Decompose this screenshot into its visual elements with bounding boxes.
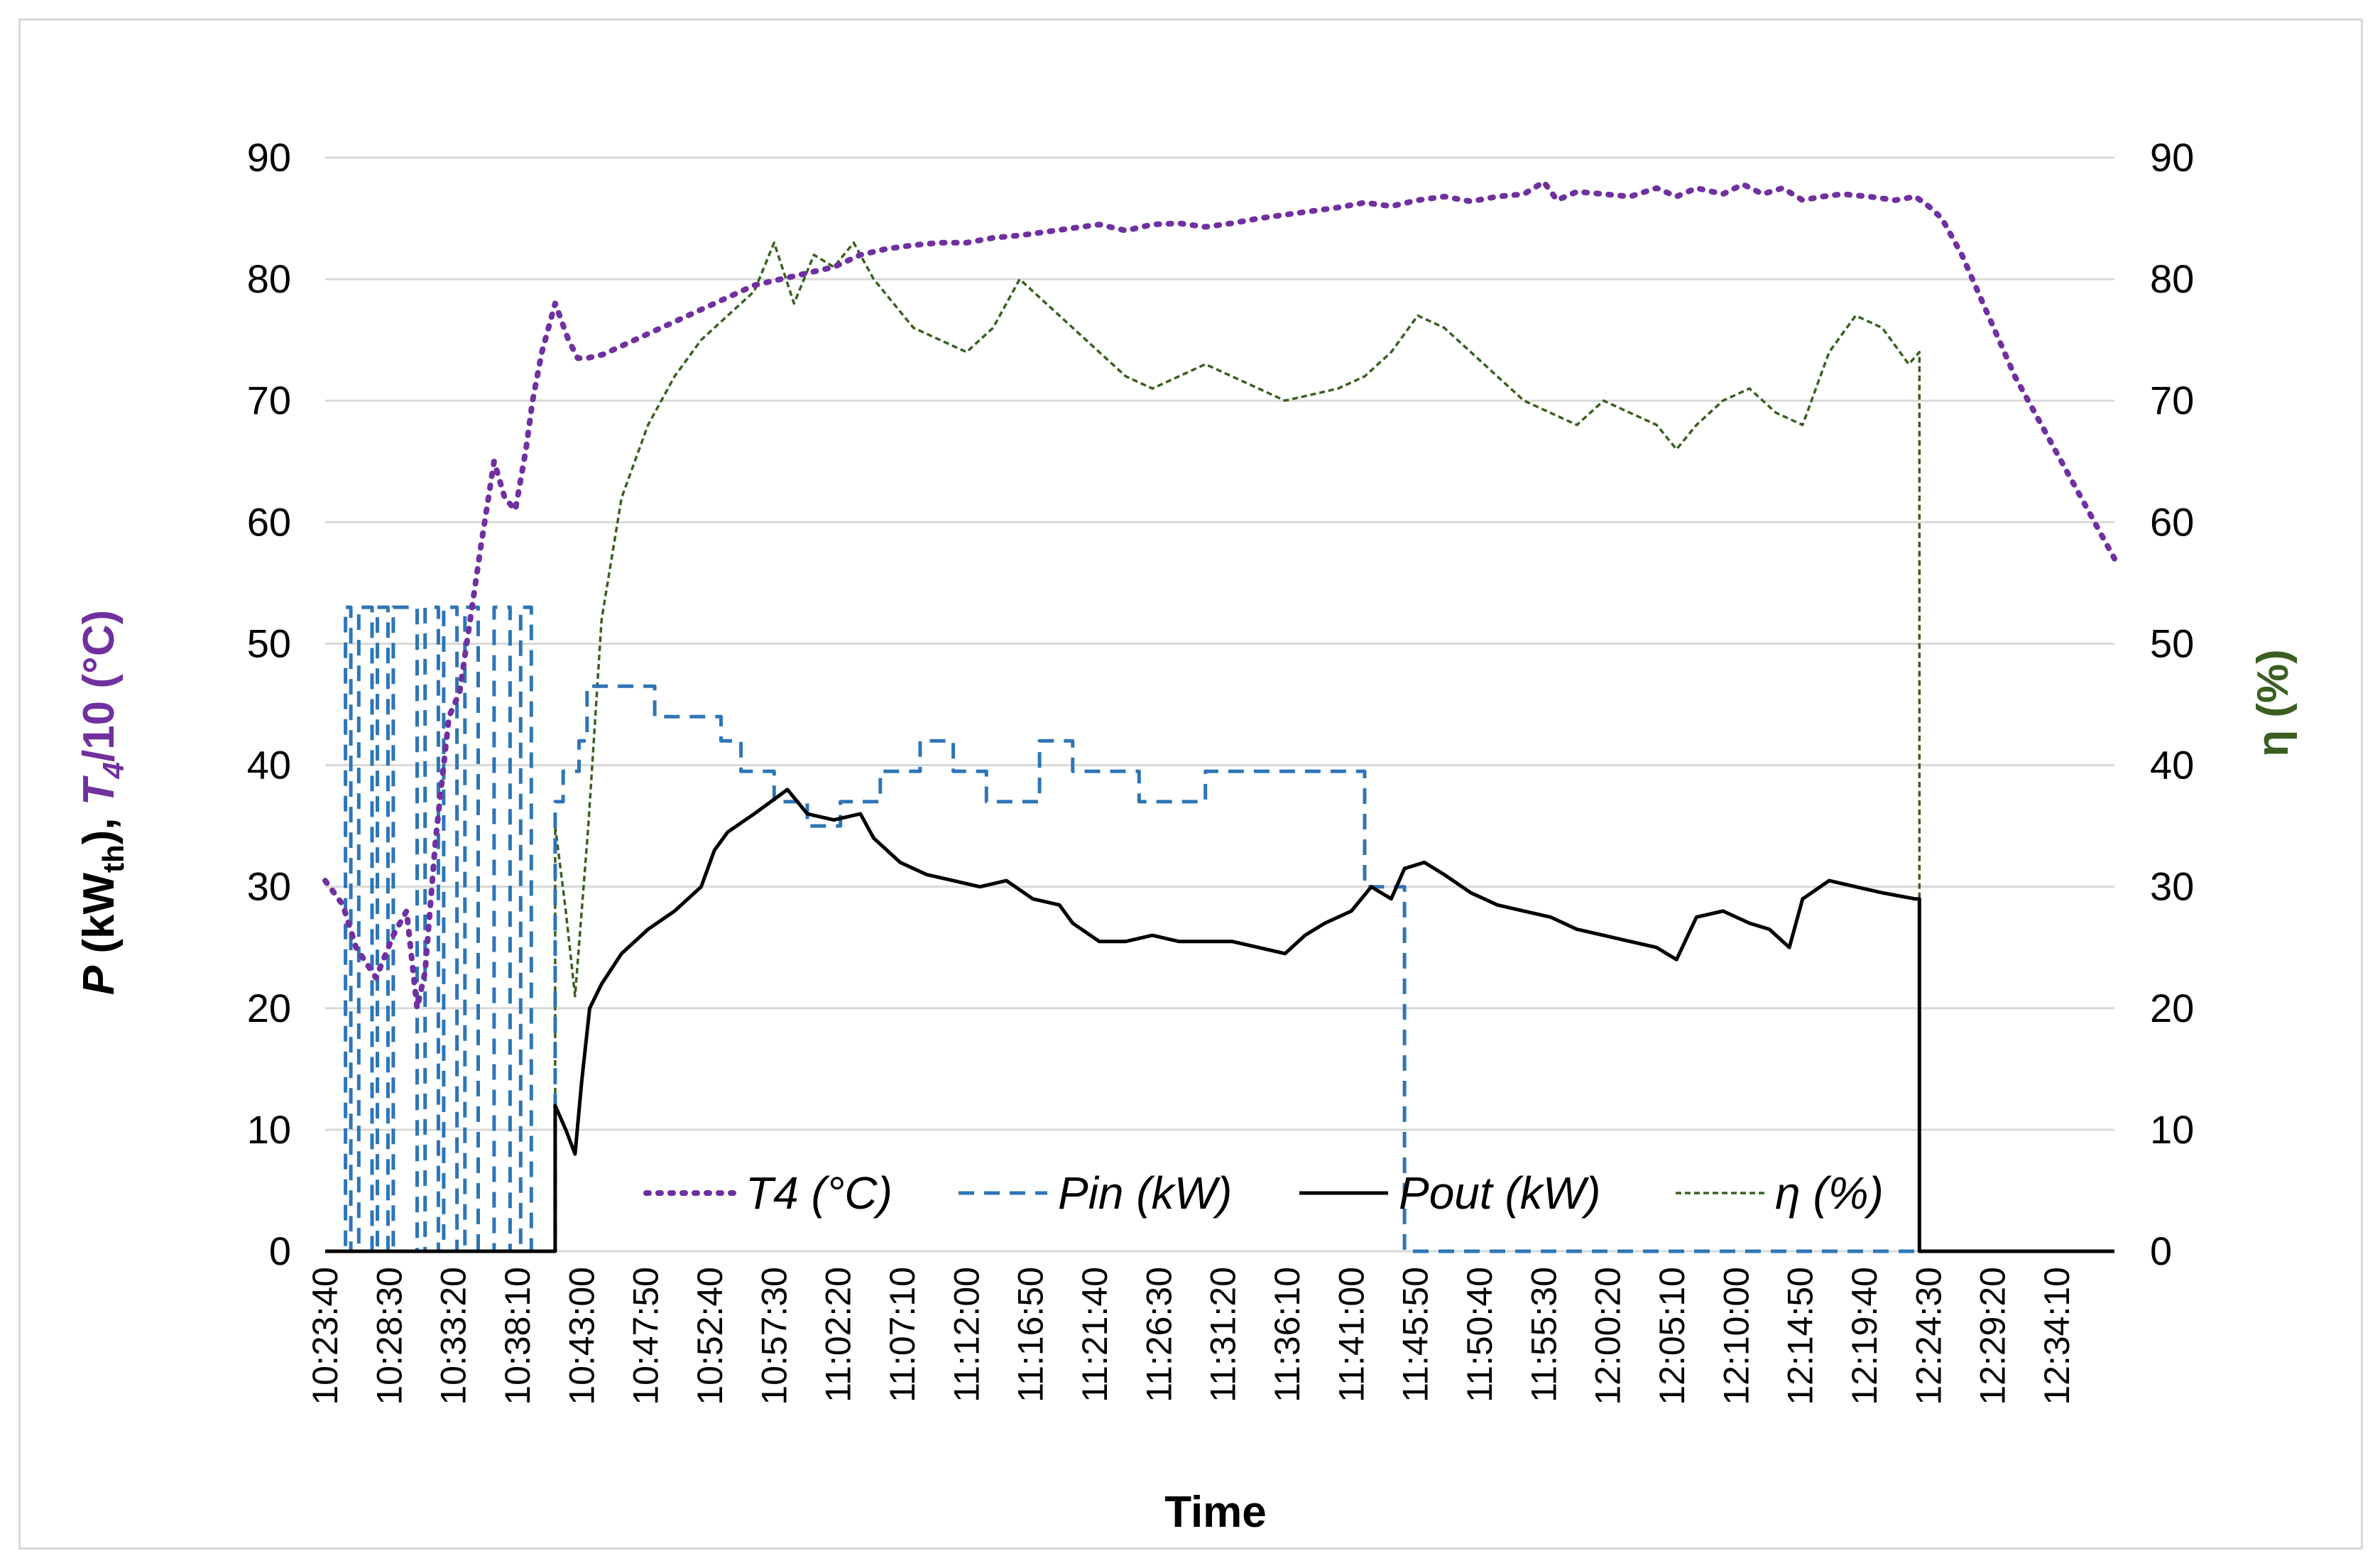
x-tick-12-24-30: 12:24:30 bbox=[1909, 1267, 1948, 1405]
series-layer bbox=[322, 179, 2117, 1253]
x-tick-11-45-50: 11:45:50 bbox=[1396, 1267, 1436, 1403]
y-left-title-open: (kW bbox=[75, 873, 124, 966]
y-left-title-sub: th bbox=[97, 844, 130, 873]
y-tick-left-50: 50 bbox=[247, 621, 291, 665]
x-tick-10-43-00: 10:43:00 bbox=[562, 1267, 601, 1405]
series-line-0 bbox=[322, 179, 2117, 1011]
y-left-title-tsub: 4 bbox=[97, 762, 130, 779]
y-axis-left-title: P (kWth), T4/10 (°C) bbox=[75, 610, 130, 996]
y-tick-right-0: 0 bbox=[2150, 1229, 2172, 1273]
x-tick-11-16-50: 11:16:50 bbox=[1011, 1267, 1051, 1403]
y-left-title-t: T bbox=[75, 775, 124, 805]
x-tick-12-34-10: 12:34:10 bbox=[2037, 1267, 2077, 1405]
y-tick-left-80: 80 bbox=[247, 256, 291, 301]
legend-label-3: η (%) bbox=[1775, 1167, 1884, 1219]
y-tick-left-60: 60 bbox=[247, 499, 291, 544]
x-tick-11-07-10: 11:07:10 bbox=[883, 1267, 922, 1403]
y-tick-right-90: 90 bbox=[2150, 135, 2194, 180]
x-tick-10-47-50: 10:47:50 bbox=[626, 1267, 666, 1405]
legend-label-2: Pout (kW) bbox=[1399, 1167, 1600, 1219]
x-tick-11-55-30: 11:55:30 bbox=[1524, 1267, 1563, 1403]
x-tick-10-28-30: 10:28:30 bbox=[369, 1267, 409, 1405]
x-tick-12-19-40: 12:19:40 bbox=[1845, 1267, 1884, 1405]
x-tick-11-12-00: 11:12:00 bbox=[946, 1267, 986, 1403]
series-line-3 bbox=[325, 241, 2114, 1253]
x-tick-10-38-10: 10:38:10 bbox=[498, 1267, 537, 1405]
y-tick-right-10: 10 bbox=[2150, 1107, 2194, 1152]
x-tick-12-29-20: 12:29:20 bbox=[1973, 1267, 2013, 1405]
x-tick-12-10-00: 12:10:00 bbox=[1716, 1267, 1756, 1405]
x-tick-10-33-20: 10:33:20 bbox=[434, 1267, 474, 1405]
x-axis-title: Time bbox=[1164, 1488, 1267, 1537]
y-tick-right-40: 40 bbox=[2150, 743, 2194, 788]
y-tick-right-20: 20 bbox=[2150, 986, 2194, 1030]
x-tick-11-02-20: 11:02:20 bbox=[819, 1267, 858, 1403]
legend: T4 (°C) Pin (kW) Pout (kW) η (%) bbox=[643, 1167, 1884, 1219]
y-tick-left-0: 0 bbox=[269, 1229, 291, 1273]
y-tick-left-30: 30 bbox=[247, 864, 291, 909]
x-tick-10-23-40: 10:23:40 bbox=[305, 1267, 345, 1405]
x-tick-12-14-50: 12:14:50 bbox=[1781, 1267, 1821, 1405]
series-line-2 bbox=[325, 788, 2114, 1253]
y-axis-right-title: η (%) bbox=[2249, 649, 2298, 757]
y-tick-left-90: 90 bbox=[247, 135, 291, 180]
x-tick-11-50-40: 11:50:40 bbox=[1460, 1267, 1500, 1403]
y-tick-left-10: 10 bbox=[247, 1107, 291, 1152]
x-tick-11-36-10: 11:36:10 bbox=[1267, 1267, 1307, 1403]
y-tick-right-50: 50 bbox=[2150, 621, 2194, 665]
gridlines bbox=[325, 156, 2114, 1253]
y-tick-right-60: 60 bbox=[2150, 499, 2194, 544]
y-tick-left-40: 40 bbox=[247, 743, 291, 788]
y-tick-right-30: 30 bbox=[2150, 864, 2194, 909]
series-line-1 bbox=[325, 605, 2114, 1253]
y-tick-left-20: 20 bbox=[247, 986, 291, 1030]
x-tick-10-57-30: 10:57:30 bbox=[754, 1267, 794, 1405]
y-tick-right-80: 80 bbox=[2150, 256, 2194, 301]
x-tick-10-52-40: 10:52:40 bbox=[690, 1267, 730, 1405]
legend-label-1: Pin (kW) bbox=[1058, 1167, 1232, 1219]
y-left-title-mid: ), bbox=[75, 805, 124, 844]
x-tick-12-05-10: 12:05:10 bbox=[1652, 1267, 1692, 1405]
y-left-title-p: P bbox=[75, 965, 124, 995]
legend-label-0: T4 (°C) bbox=[746, 1167, 892, 1219]
x-tick-11-41-00: 11:41:00 bbox=[1331, 1267, 1371, 1403]
chart-frame bbox=[18, 18, 2363, 1550]
x-tick-11-21-40: 11:21:40 bbox=[1075, 1267, 1115, 1403]
x-tick-11-31-20: 11:31:20 bbox=[1203, 1267, 1243, 1403]
y-left-title-tail: /10 (°C) bbox=[75, 610, 124, 762]
y-tick-left-70: 70 bbox=[247, 378, 291, 423]
y-tick-right-70: 70 bbox=[2150, 378, 2194, 423]
x-tick-12-00-20: 12:00:20 bbox=[1588, 1267, 1628, 1405]
axes: 0 0 10 10 20 20 30 30 40 40 50 50 60 60 70 70 80 80 90 90 10… bbox=[247, 135, 2195, 1405]
x-tick-11-26-30: 11:26:30 bbox=[1139, 1267, 1179, 1403]
